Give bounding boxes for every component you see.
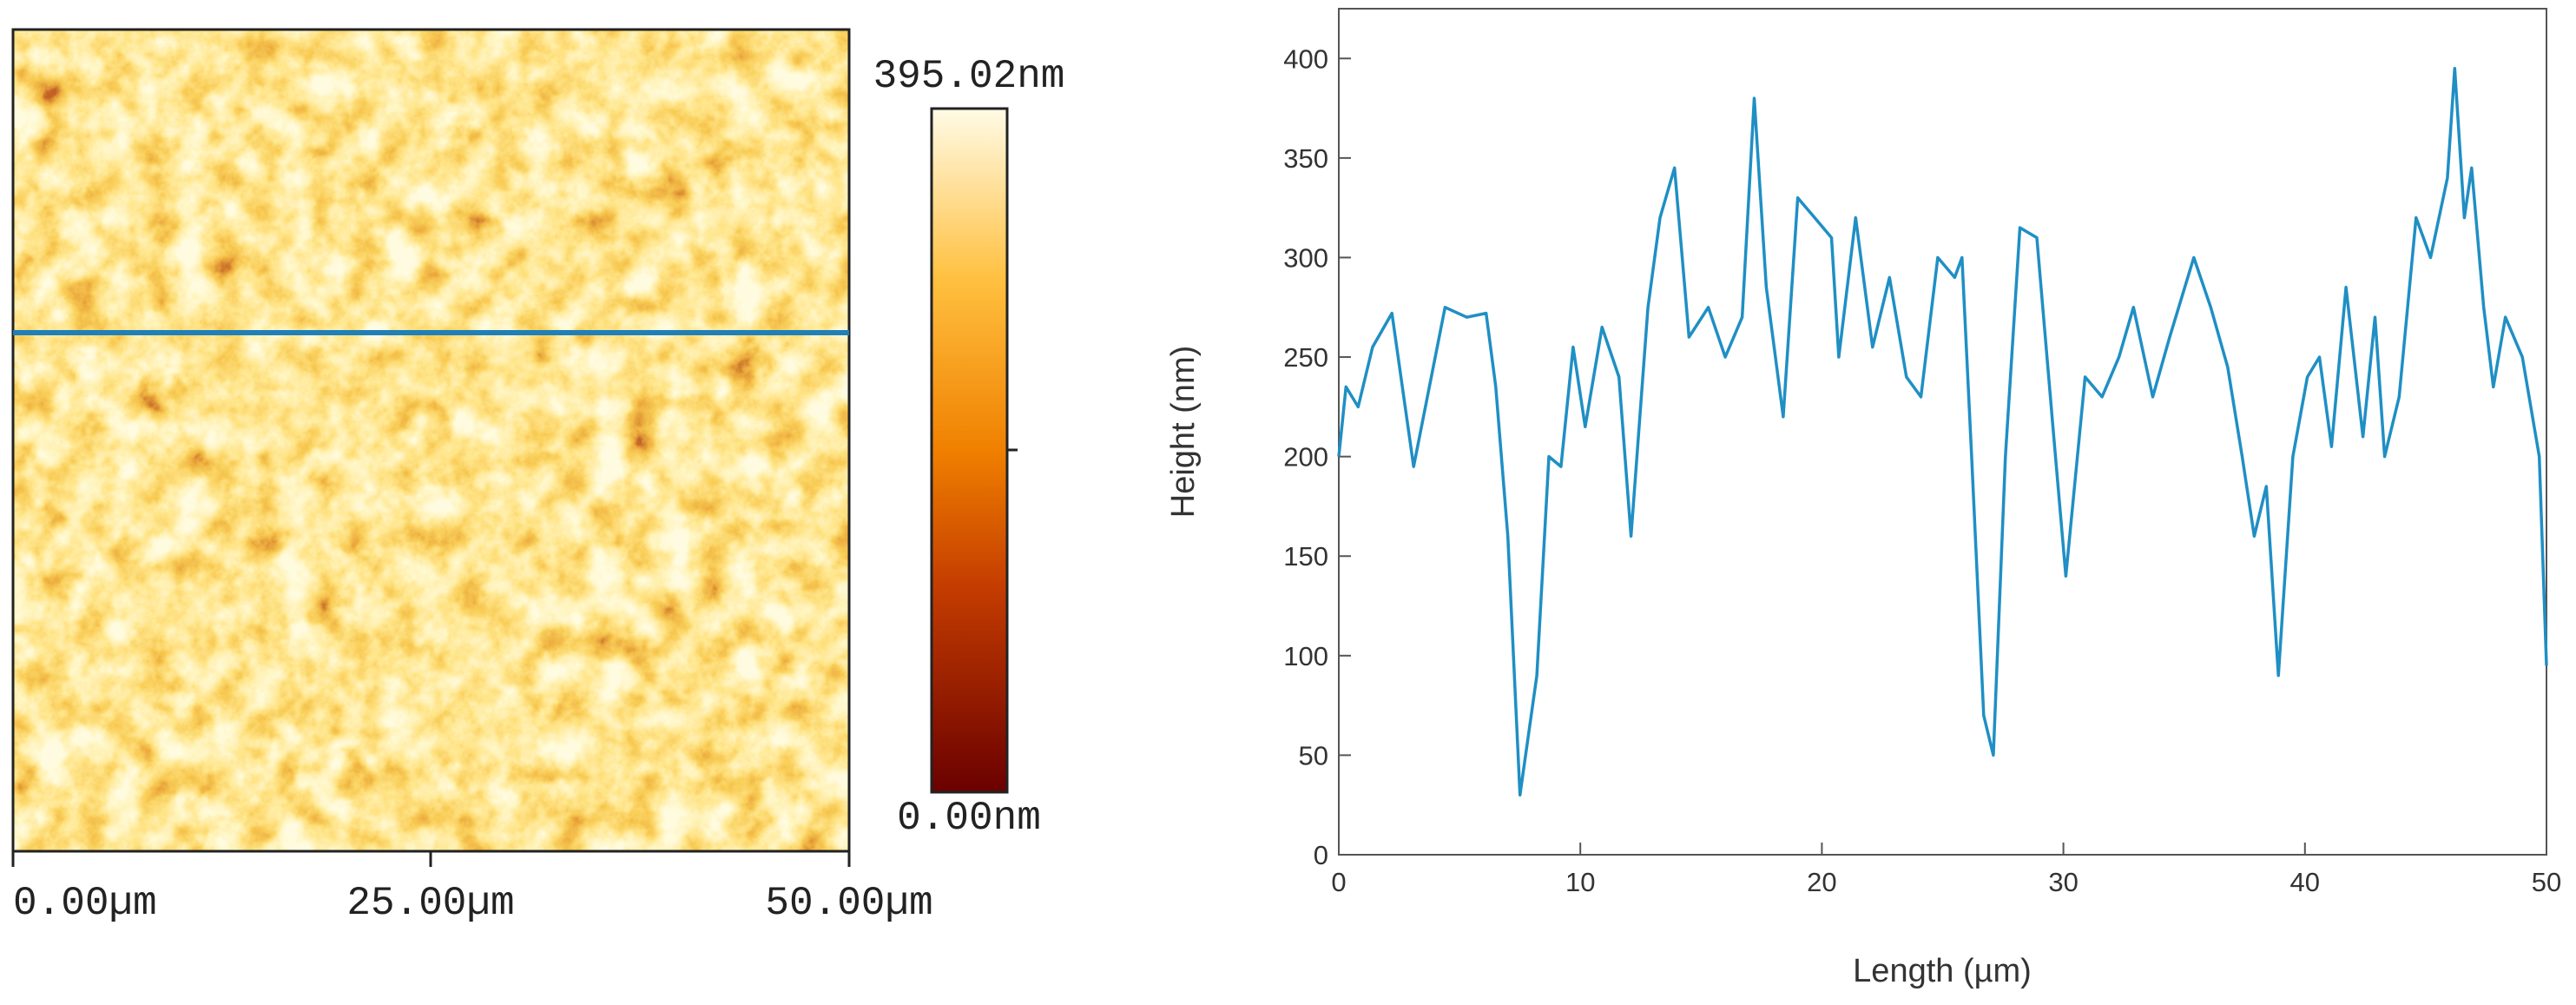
- x-tick-label: 50: [2532, 867, 2561, 897]
- x-axis-label: Length (µm): [1853, 953, 2032, 989]
- y-tick-label: 100: [1283, 641, 1328, 671]
- x-tick-label: 10: [1565, 867, 1595, 897]
- colorbar-min: 0.00nm: [897, 796, 1041, 841]
- y-tick-label: 200: [1283, 442, 1328, 473]
- y-tick-label: 250: [1283, 342, 1328, 373]
- x-tick-label: 40: [2290, 867, 2320, 897]
- x-label: 25.00µm: [346, 881, 514, 926]
- x-tick-label: 0: [1331, 867, 1346, 897]
- x-label: 50.00µm: [765, 881, 932, 926]
- y-tick-label: 150: [1283, 541, 1328, 572]
- profile-series: [1337, 67, 2548, 797]
- plot-frame: [1338, 8, 2547, 856]
- x-tick-label: 30: [2048, 867, 2078, 897]
- y-axis-label: Height (nm): [1165, 346, 1202, 519]
- x-tick-label: 20: [1807, 867, 1836, 897]
- x-label: 0.00µm: [13, 881, 157, 926]
- y-tick-label: 350: [1283, 143, 1328, 174]
- y-tick-label: 300: [1283, 242, 1328, 273]
- y-tick-label: 50: [1299, 740, 1328, 770]
- colorbar: [930, 107, 1009, 794]
- colorbar-max: 395.02nm: [873, 54, 1065, 99]
- afm-image: [13, 30, 849, 851]
- y-tick-label: 0: [1314, 840, 1328, 870]
- y-tick-label: 400: [1283, 43, 1328, 74]
